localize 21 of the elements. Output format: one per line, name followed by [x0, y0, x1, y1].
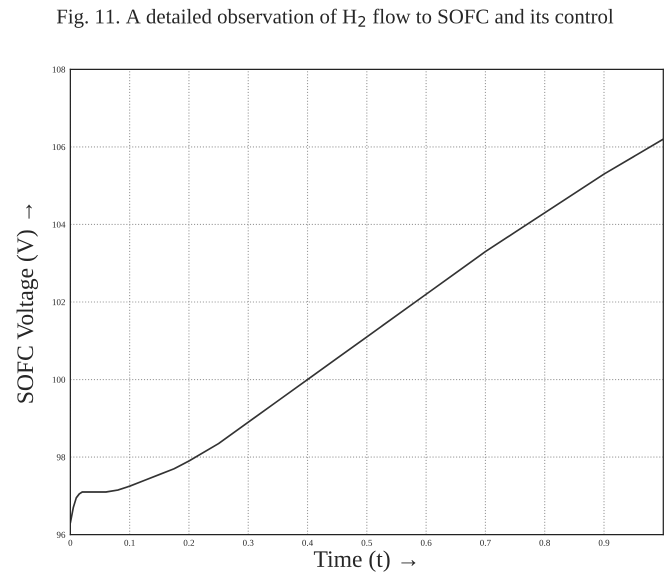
y-tick-label: 102	[52, 299, 65, 306]
x-tick-label: 0.5	[362, 540, 372, 546]
x-tick-label: 0.2	[184, 540, 194, 546]
x-axis-title: Time (t) →	[314, 550, 416, 572]
x-tick-label: 0.4	[302, 540, 314, 546]
line-series	[70, 138, 664, 524]
y-tick-label: 100	[52, 376, 66, 383]
y-tick-label: 106	[52, 144, 66, 150]
y-tick-label: 104	[52, 222, 66, 228]
y-tick-label: 108	[52, 66, 66, 73]
x-tick-label: 0.9	[598, 540, 610, 546]
chart-title: Fig. 11. A detailed observation of H$_{2}$ flow to SOFC and its control	[56, 8, 614, 28]
x-tick-label: 0.1	[124, 540, 135, 546]
x-tick-label: 0.3	[242, 540, 254, 546]
y-axis-title: SOFC Voltage (V) →	[16, 204, 38, 403]
x-tick-label: 0.8	[539, 540, 550, 546]
x-tick-label: 0.7	[480, 540, 491, 546]
y-tick-label: 96	[56, 532, 66, 538]
x-tick-label: 0.6	[420, 540, 432, 546]
x-tick-label: 0	[68, 540, 72, 546]
y-tick-label: 98	[56, 454, 66, 460]
